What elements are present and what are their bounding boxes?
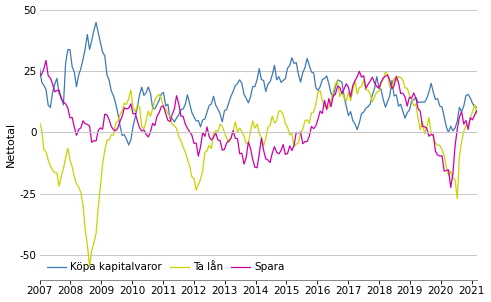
Line: Ta lån: Ta lån (39, 72, 477, 266)
Ta lån (474, 112, 480, 116)
Ta lån (467, 116, 473, 120)
Ta lån (36, 120, 42, 124)
Köpa kapitalvaror (36, 66, 42, 69)
Spara (150, 122, 156, 125)
Spara (43, 59, 49, 62)
Line: Köpa kapitalvaror: Köpa kapitalvaror (39, 22, 477, 145)
Ta lån (382, 70, 388, 74)
Köpa kapitalvaror (152, 107, 158, 111)
Köpa kapitalvaror (256, 67, 262, 70)
Line: Spara: Spara (39, 60, 477, 188)
Köpa kapitalvaror (474, 106, 480, 109)
Ta lån (254, 122, 260, 126)
Spara (267, 161, 273, 164)
Köpa kapitalvaror (93, 21, 99, 24)
Spara (400, 92, 406, 95)
Ta lån (402, 86, 408, 90)
Spara (302, 140, 308, 143)
Köpa kapitalvaror (270, 73, 275, 76)
Spara (254, 166, 260, 169)
Köpa kapitalvaror (126, 143, 132, 147)
Spara (474, 109, 480, 112)
Ta lån (267, 124, 273, 127)
Ta lån (150, 107, 156, 111)
Ta lån (86, 265, 92, 268)
Spara (36, 75, 42, 78)
Spara (467, 116, 473, 120)
Spara (448, 186, 454, 189)
Köpa kapitalvaror (467, 96, 473, 100)
Y-axis label: Nettotal: Nettotal (5, 122, 16, 167)
Köpa kapitalvaror (304, 57, 310, 60)
Legend: Köpa kapitalvaror, Ta lån, Spara: Köpa kapitalvaror, Ta lån, Spara (45, 260, 287, 274)
Köpa kapitalvaror (402, 116, 408, 120)
Ta lån (302, 119, 308, 122)
